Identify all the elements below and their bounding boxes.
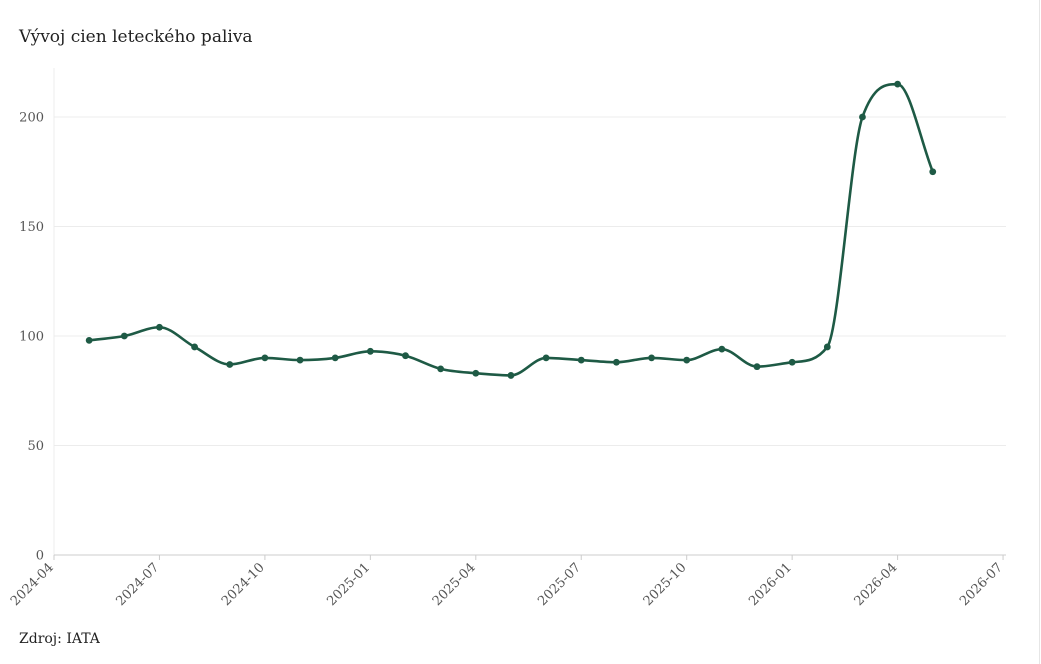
series	[87, 82, 935, 377]
data-point[interactable]	[577, 356, 585, 364]
data-point[interactable]	[683, 356, 691, 364]
data-point[interactable]	[718, 345, 726, 353]
data-point[interactable]	[437, 365, 445, 373]
data-point[interactable]	[261, 354, 269, 362]
data-point[interactable]	[402, 352, 409, 360]
data-point[interactable]	[823, 343, 831, 351]
chart-title: Vývoj cien leteckého paliva	[19, 27, 253, 47]
y-tick-label: 150	[19, 220, 44, 235]
data-point[interactable]	[753, 363, 761, 371]
data-point[interactable]	[894, 80, 901, 88]
x-tick-label: 2024-07	[113, 560, 162, 609]
data-point[interactable]	[507, 372, 515, 379]
data-point[interactable]	[929, 168, 937, 176]
x-tick-label: 2026-04	[852, 560, 901, 609]
data-point[interactable]	[120, 332, 128, 340]
x-tick-label: 2025-07	[535, 560, 584, 609]
data-points	[85, 80, 937, 379]
y-tick-label: 0	[36, 549, 44, 564]
data-point[interactable]	[226, 361, 234, 368]
x-tick-label: 2024-04	[8, 560, 57, 609]
data-point[interactable]	[331, 354, 339, 362]
data-point[interactable]	[859, 113, 866, 121]
y-axis-tick-labels: 0 50 100 150 200	[19, 111, 44, 564]
page-edge-line	[1039, 0, 1040, 664]
y-tick-label: 50	[27, 439, 44, 454]
data-point[interactable]	[191, 343, 199, 351]
series-line-0	[87, 82, 935, 377]
x-tick-label: 2025-10	[641, 560, 690, 609]
y-tick-label: 200	[19, 111, 44, 126]
data-point[interactable]	[156, 323, 163, 331]
source-note: Zdroj: IATA	[19, 631, 100, 647]
grid-lines	[54, 116, 1006, 446]
data-point[interactable]	[472, 369, 480, 377]
x-tick-label: 2025-01	[324, 560, 373, 609]
data-point[interactable]	[542, 354, 550, 362]
x-tick-label: 2026-07	[957, 560, 1006, 609]
y-tick-label: 100	[19, 330, 44, 345]
data-point[interactable]	[613, 358, 620, 366]
x-tick-label: 2025-04	[430, 560, 479, 609]
x-tick-label: 2026-01	[746, 560, 795, 609]
data-point[interactable]	[648, 354, 655, 362]
data-point[interactable]	[296, 356, 304, 364]
axes	[53, 68, 1006, 560]
data-point[interactable]	[788, 358, 796, 366]
data-point[interactable]	[85, 336, 93, 344]
x-axis-tick-labels: 2024-04 2024-07 2024-10 2025-01 2025-04 2025-…	[8, 560, 1006, 609]
x-tick-label: 2024-10	[219, 560, 268, 609]
data-point[interactable]	[366, 347, 374, 355]
